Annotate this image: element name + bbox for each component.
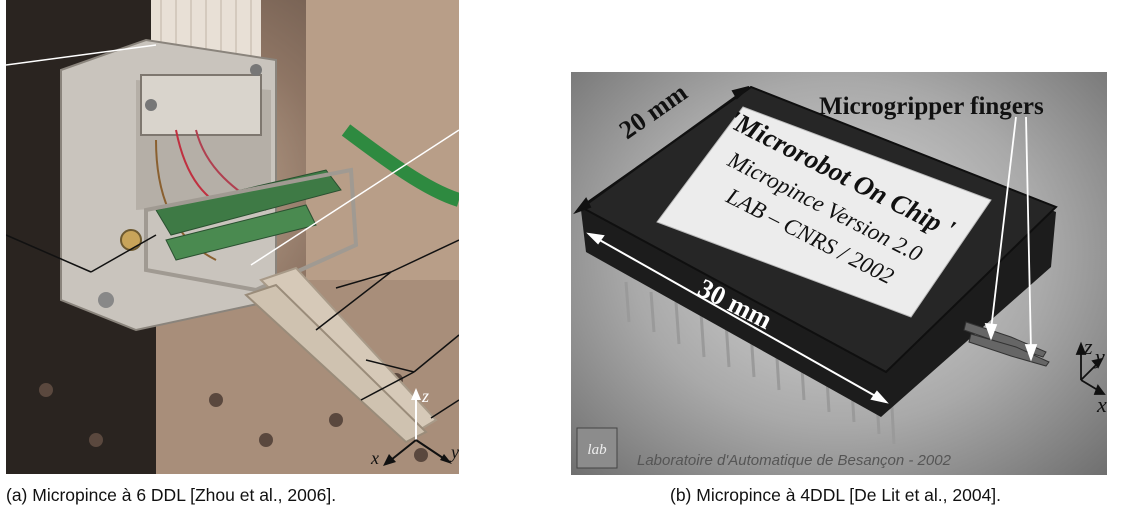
axis-y-label-b: y	[1093, 344, 1105, 369]
lab-logo: lab	[576, 427, 618, 469]
axis-z-label-a: z	[421, 386, 429, 406]
lab-footer-text: Laboratoire d'Automatique de Besançon - …	[637, 452, 952, 469]
figure-a-illustration: z x y	[6, 0, 459, 474]
dimension-20mm-label: 20 mm	[614, 77, 693, 144]
svg-text:lab: lab	[587, 442, 607, 458]
figure-b-photo: 'Microrobot On Chip ' Micropince Version…	[571, 72, 1107, 475]
axes-frame-a	[383, 388, 452, 466]
caption-a: (a) Micropince à 6 DDL [Zhou et al., 200…	[6, 485, 337, 505]
axes-frame-b	[1075, 341, 1106, 395]
axis-x-label-a: x	[370, 448, 379, 468]
caption-b: (b) Micropince à 4DDL [De Lit et al., 20…	[670, 485, 1002, 505]
axis-z-label-b: z	[1083, 334, 1093, 359]
figure-a-photo: z x y	[6, 0, 459, 474]
figure-b-illustration: 'Microrobot On Chip ' Micropince Version…	[573, 77, 1107, 469]
axis-x-label-b: x	[1096, 392, 1107, 417]
fingers-label: Microgripper fingers	[819, 93, 1044, 120]
axis-y-label-a: y	[449, 442, 459, 462]
